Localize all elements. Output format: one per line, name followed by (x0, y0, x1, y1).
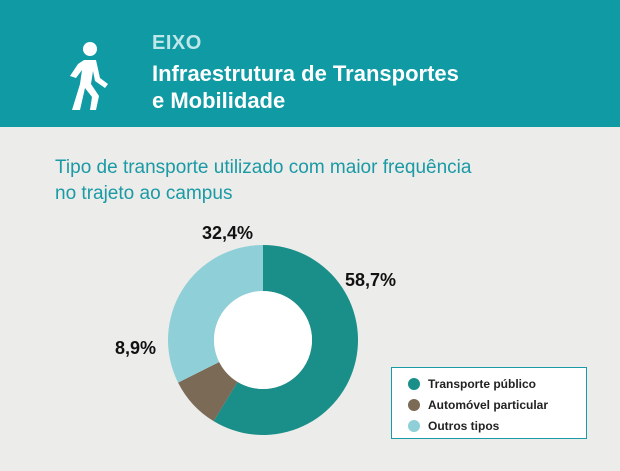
donut-hole (214, 291, 312, 389)
chart-title-line-1: Tipo de transporte utilizado com maior f… (55, 157, 472, 178)
legend-label: Transporte público (428, 377, 537, 391)
title-line-1: Infraestrutura de Transportes (152, 61, 459, 86)
page-title: Infraestrutura de Transportes e Mobilida… (152, 60, 592, 114)
chart-title-line-2: no trajeto ao campus (55, 183, 233, 204)
legend-label: Outros tipos (428, 419, 500, 433)
donut-slice-1 (178, 361, 238, 422)
legend-item-automovel-particular: Automóvel particular (408, 398, 548, 412)
donut-slice-0 (213, 245, 359, 436)
legend-item-transporte-publico: Transporte público (408, 377, 536, 391)
legend-swatch (408, 378, 420, 390)
legend-item-outros-tipos: Outros tipos (408, 419, 499, 433)
eyebrow-label: EIXO (152, 32, 202, 54)
header-banner: EIXO Infraestrutura de Transportes e Mob… (0, 0, 620, 127)
chart-title: Tipo de transporte utilizado com maior f… (55, 155, 575, 207)
title-line-2: e Mobilidade (152, 88, 286, 113)
walking-person-icon (70, 42, 108, 110)
legend-swatch (408, 420, 420, 432)
slice-label-automovel-particular: 8,9% (115, 338, 157, 358)
legend-swatch (408, 399, 420, 411)
slice-label-outros-tipos: 32,4% (202, 223, 254, 243)
donut-slice-2 (168, 245, 263, 383)
chart-legend: Transporte público Automóvel particular … (391, 367, 587, 439)
legend-label: Automóvel particular (428, 398, 549, 412)
slice-label-transporte-publico: 58,7% (345, 270, 397, 290)
